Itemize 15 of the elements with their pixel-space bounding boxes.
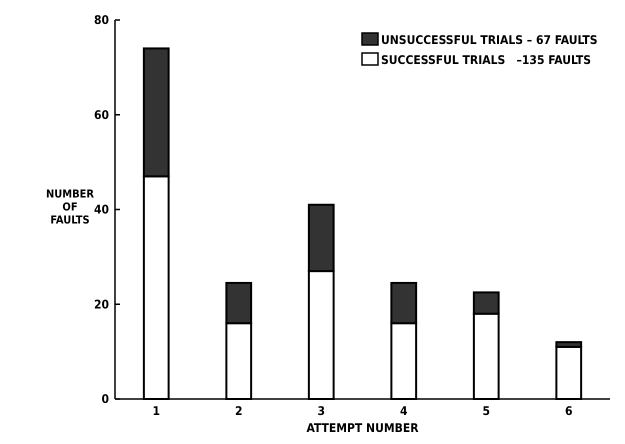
y-tick-label: 40 <box>94 202 109 217</box>
x-tick-label: 2 <box>234 404 243 418</box>
y-axis-title: NUMBER OF FAULTS <box>46 188 94 226</box>
legend-label: UNSUCCESSFUL TRIALS – 67 FAULTS <box>381 33 598 48</box>
x-tick-label: 6 <box>564 404 573 418</box>
y-tick-label: 0 <box>101 392 109 406</box>
y-tick-label: 60 <box>94 108 109 122</box>
x-tick-label: 5 <box>482 404 490 418</box>
x-axis-title: ATTEMPT NUMBER <box>306 421 420 435</box>
y-tick-label: 80 <box>94 13 109 28</box>
legend-label: SUCCESSFUL TRIALS –135 FAULTS <box>381 53 591 68</box>
x-tick-label: 4 <box>400 404 408 418</box>
x-tick-label: 1 <box>152 404 160 418</box>
x-tick-label: 3 <box>317 404 326 418</box>
y-tick-label: 20 <box>94 297 109 312</box>
